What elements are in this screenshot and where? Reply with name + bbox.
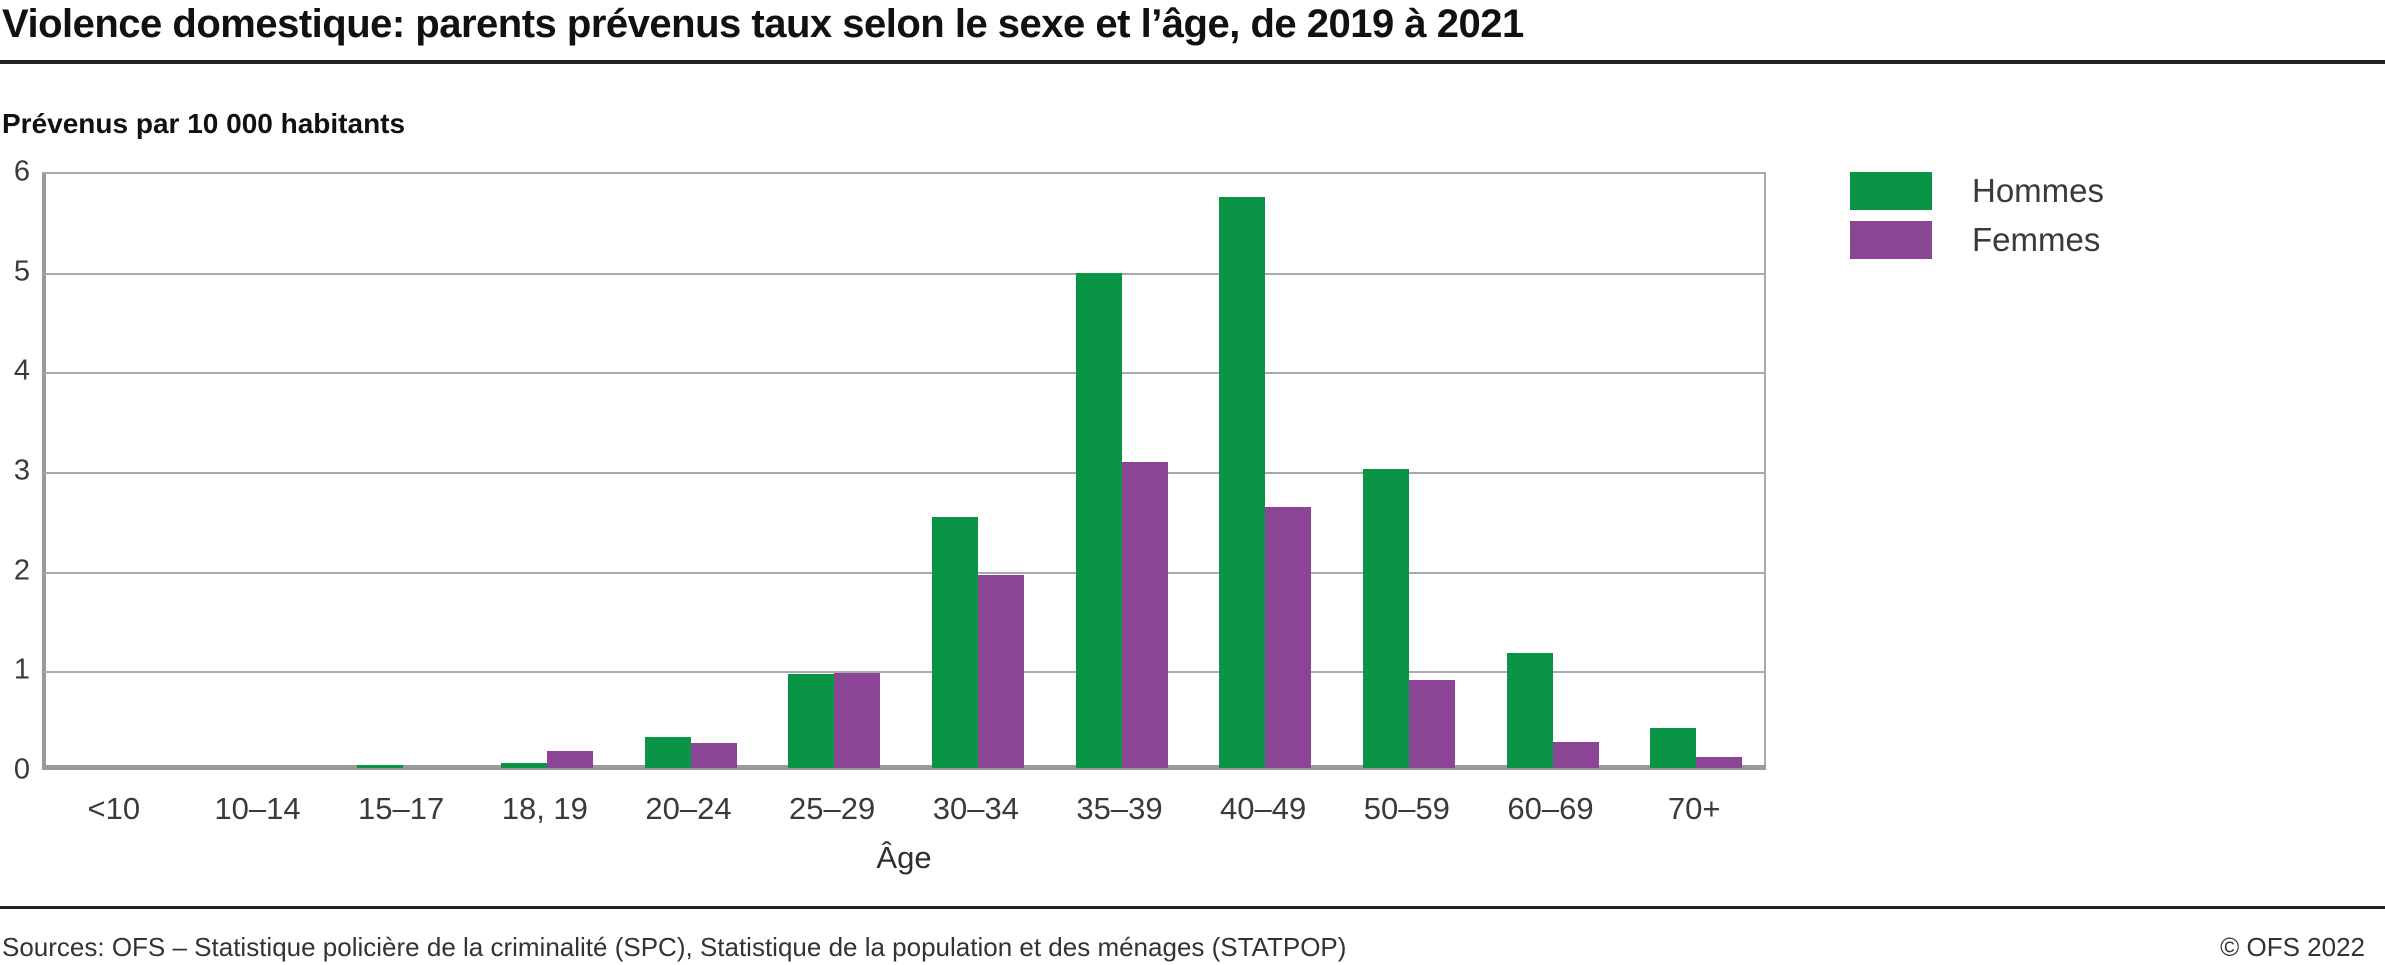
y-tick-label-3: 3	[13, 454, 30, 487]
bar-hommes-5	[644, 737, 691, 768]
y-tick-label-5: 5	[13, 255, 30, 288]
bar-femmes-12	[1696, 757, 1743, 768]
x-tick-label-9: 40–49	[1220, 791, 1307, 826]
x-tick-label-12: 70+	[1667, 791, 1721, 826]
legend-swatch-0	[1850, 172, 1932, 210]
y-axis-line	[42, 174, 46, 768]
bar-hommes-4	[500, 763, 547, 768]
x-tick-label-11: 60–69	[1507, 791, 1594, 826]
y-axis-unit-label: Prévenus par 10 000 habitants	[2, 108, 406, 139]
sources-text: Sources: OFS – Statistique policière de …	[2, 932, 1347, 962]
legend-item-femmes: Femmes	[1850, 221, 2104, 259]
legend-label-femmes: Femmes	[1972, 221, 2101, 258]
bar-femmes-5	[690, 743, 737, 768]
legend-swatch-1	[1850, 221, 1932, 259]
x-tick-label-8: 35–39	[1076, 791, 1163, 826]
x-tick-label-10: 50–59	[1363, 791, 1450, 826]
bar-hommes-3	[357, 765, 404, 768]
y-tick-label-4: 4	[13, 354, 30, 387]
bar-femmes-8	[1121, 462, 1168, 768]
gridline-4	[44, 372, 1764, 375]
x-axis-line	[42, 765, 1766, 770]
bar-hommes-6	[788, 674, 835, 768]
x-axis-title: Âge	[876, 840, 932, 875]
gridline-5	[44, 272, 1764, 275]
x-tick-label-5: 20–24	[645, 791, 732, 826]
legend: Hommes Femmes	[1850, 172, 2104, 270]
bar-femmes-11	[1552, 742, 1599, 768]
bar-hommes-9	[1219, 196, 1266, 768]
bar-femmes-6	[834, 673, 881, 768]
bar-hommes-7	[931, 516, 978, 768]
bar-hommes-12	[1650, 728, 1697, 768]
y-tick-label-1: 1	[13, 653, 30, 686]
bar-hommes-11	[1506, 653, 1553, 768]
footer-divider	[0, 906, 2385, 909]
bar-femmes-7	[977, 574, 1024, 768]
bar-hommes-10	[1362, 469, 1409, 768]
x-tick-label-2: 10–14	[214, 791, 301, 826]
bar-femmes-9	[1265, 506, 1312, 768]
gridline-3	[44, 472, 1764, 474]
bar-hommes-8	[1075, 272, 1122, 768]
legend-label-hommes: Hommes	[1972, 172, 2105, 209]
chart-title: Violence domestique: parents prévenus ta…	[2, 2, 1524, 46]
y-tick-label-6: 6	[13, 155, 30, 188]
y-tick-label-2: 2	[13, 554, 30, 587]
bar-femmes-10	[1408, 680, 1455, 768]
x-tick-label-1: <10	[87, 791, 141, 826]
gridline-2	[44, 571, 1764, 574]
plot-area	[42, 172, 1766, 770]
x-tick-label-7: 30–34	[932, 791, 1019, 826]
y-tick-label-0: 0	[13, 753, 30, 786]
bar-femmes-4	[546, 751, 593, 768]
copyright-text: © OFS 2022	[2220, 932, 2365, 962]
x-tick-label-3: 15–17	[358, 791, 445, 826]
gridline-1	[44, 671, 1764, 674]
x-tick-label-6: 25–29	[789, 791, 876, 826]
legend-item-hommes: Hommes	[1850, 172, 2104, 210]
x-tick-label-4: 18, 19	[501, 791, 588, 826]
title-divider	[0, 60, 2385, 64]
